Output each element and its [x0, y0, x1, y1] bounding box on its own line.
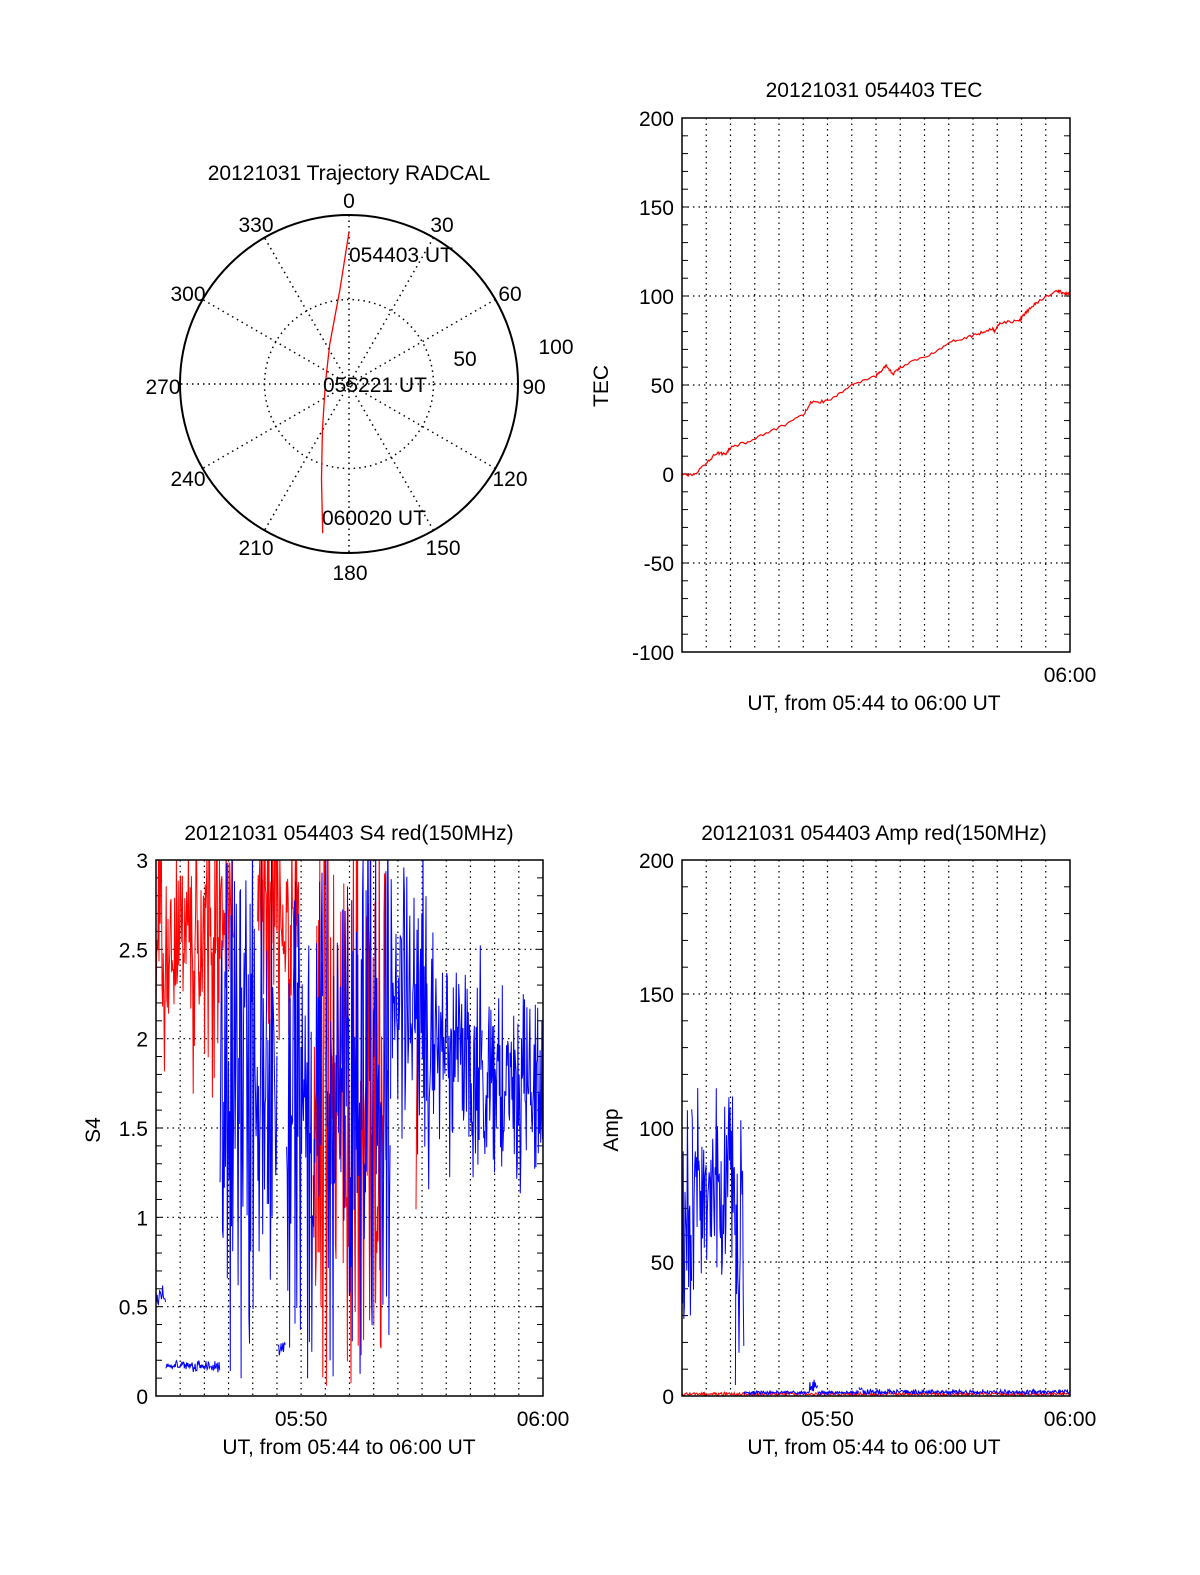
- series-segment-red: [156, 860, 219, 1098]
- y-tick-label: 0.5: [119, 1297, 148, 1320]
- polar-outer-circle: [179, 214, 519, 554]
- y-tick-label: 150: [639, 984, 674, 1007]
- x-tick-label: 06:00: [1044, 664, 1097, 687]
- series-segment-blue: [734, 1120, 745, 1386]
- s4-plot: 20121031 054403 S4 red(150MHz) UT, from …: [82, 822, 570, 1459]
- y-tick-label: 1: [136, 1207, 148, 1230]
- amp-xlabel: UT, from 05:44 to 06:00 UT: [747, 1436, 1000, 1459]
- tec-xlabel: UT, from 05:44 to 06:00 UT: [747, 692, 1000, 715]
- plot-frame: [681, 117, 1071, 653]
- y-tick-label: 1.5: [119, 1118, 148, 1141]
- series-segment-blue: [743, 1389, 810, 1396]
- trajectory-polar-plot: 20121031 Trajectory RADCAL 0 30 60 90 120 150…: [145, 162, 573, 585]
- series-segment-blue: [219, 860, 268, 1379]
- y-tick-label: 200: [639, 108, 674, 131]
- amp-plot: 20121031 054403 Amp red(150MHz) UT, from…: [600, 822, 1096, 1459]
- trajectory-time-label: 060020 UT: [322, 507, 426, 530]
- y-tick-label: 0: [662, 1386, 674, 1409]
- y-tick-label: -100: [632, 642, 674, 665]
- polar-radial-label: 50: [453, 348, 476, 371]
- series-segment-blue: [482, 985, 543, 1194]
- plot-area: [682, 289, 1070, 478]
- trajectory-time-label: 055221 UT: [323, 374, 427, 397]
- series-segment-blue: [858, 1387, 863, 1391]
- tec-ylabel: TEC: [590, 365, 613, 407]
- x-tick-label: 06:00: [517, 1408, 570, 1431]
- series-segment-blue: [817, 1389, 860, 1396]
- series-segment-blue: [426, 932, 483, 1190]
- polar-spoke: [263, 237, 435, 531]
- polar-angle-label: 180: [332, 562, 367, 585]
- x-tick-label: 06:00: [1044, 1408, 1097, 1431]
- polar-angle-label: 90: [522, 376, 545, 399]
- polar-angle-label: 240: [170, 468, 205, 491]
- polar-angle-label: 30: [430, 214, 453, 237]
- amp-ylabel: Amp: [600, 1108, 623, 1151]
- y-tick-label: 100: [639, 286, 674, 309]
- polar-radial-label: 100: [538, 336, 573, 359]
- series-segment-red: [257, 860, 301, 1055]
- polar-angle-label: 0: [343, 190, 355, 213]
- polar-angle-label: 150: [425, 537, 460, 560]
- polar-inner-circle: [263, 298, 435, 470]
- y-tick-label: 50: [651, 1252, 674, 1275]
- amp-title: 20121031 054403 Amp red(150MHz): [701, 822, 1047, 845]
- series-segment-blue: [324, 860, 391, 1377]
- polar-angle-label: 300: [170, 283, 205, 306]
- series-segment-blue: [165, 1359, 221, 1373]
- y-tick-label: 50: [651, 375, 674, 398]
- series-segment-blue: [156, 1285, 167, 1306]
- plot-area: [156, 860, 543, 1386]
- series-segment-blue: [691, 1087, 736, 1290]
- s4-ylabel: S4: [82, 1117, 105, 1143]
- y-tick-label: 2: [136, 1029, 148, 1052]
- trajectory-line: [320, 231, 350, 534]
- trajectory-time-label: 054403 UT: [349, 244, 453, 267]
- y-tick-label: 0: [662, 464, 674, 487]
- plot-frame: [681, 859, 1071, 1397]
- polar-angle-label: 120: [492, 468, 527, 491]
- polar-spoke: [202, 298, 496, 470]
- plot-area: [682, 1087, 1070, 1396]
- series-segment-blue: [682, 1110, 693, 1319]
- series-segment-blue: [390, 860, 428, 1155]
- polar-angle-label: 270: [145, 376, 180, 399]
- polar-angle-label: 330: [238, 214, 273, 237]
- y-tick-label: 200: [639, 850, 674, 873]
- x-tick-label: 05:50: [801, 1408, 854, 1431]
- x-tick-label: 05:50: [275, 1408, 328, 1431]
- y-tick-label: 0: [136, 1386, 148, 1409]
- y-tick-label: -50: [644, 553, 674, 576]
- y-tick-label: 3: [136, 850, 148, 873]
- y-tick-label: 150: [639, 197, 674, 220]
- series-segment-blue: [286, 872, 324, 1379]
- series-segment-blue: [808, 1379, 819, 1393]
- y-tick-label: 100: [639, 1118, 674, 1141]
- polar-spoke: [202, 298, 496, 470]
- polar-angle-label: 60: [498, 283, 521, 306]
- polar-spoke: [263, 237, 435, 531]
- s4-xlabel: UT, from 05:44 to 06:00 UT: [222, 1436, 475, 1459]
- tec-title: 20121031 054403 TEC: [766, 79, 983, 102]
- plot-frame: [155, 859, 544, 1397]
- series-segment-blue: [277, 1341, 286, 1356]
- s4-title: 20121031 054403 S4 red(150MHz): [184, 822, 513, 845]
- series-line-TEC: [682, 289, 1070, 478]
- polar-angle-label: 210: [238, 537, 273, 560]
- series-segment-blue: [266, 860, 278, 1280]
- y-tick-label: 2.5: [119, 939, 148, 962]
- series-segment-blue: [862, 1387, 1070, 1396]
- tec-plot: 20121031 054403 TEC UT, from 05:44 to 06…: [590, 79, 1096, 715]
- polar-title: 20121031 Trajectory RADCAL: [208, 162, 491, 185]
